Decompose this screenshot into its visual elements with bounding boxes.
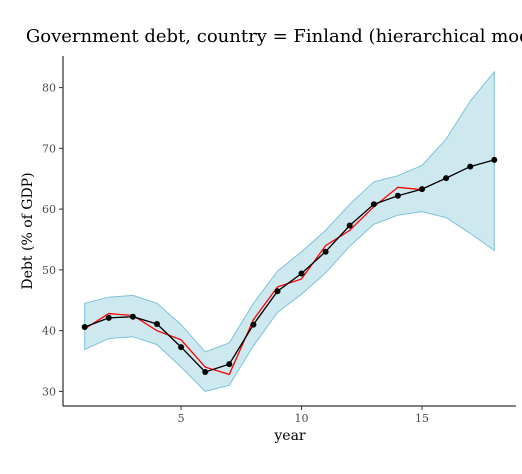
predicted-point: [491, 156, 498, 163]
predicted-point: [81, 324, 88, 330]
x-axis-label: year: [273, 428, 306, 444]
y-axis-ticks: 30 40 50 60 70 80: [42, 82, 63, 398]
predicted-point: [178, 344, 185, 351]
predicted-point: [250, 321, 257, 328]
observed-line: [84, 186, 423, 376]
predicted-point: [370, 201, 377, 208]
predicted-line: [84, 159, 495, 373]
predicted-point: [129, 313, 136, 320]
x-tick-label: 10: [295, 412, 309, 425]
predicted-point: [202, 369, 209, 375]
interval-band: [84, 70, 495, 392]
y-tick-label: 50: [42, 264, 56, 277]
predicted-point: [105, 314, 112, 321]
predicted-point: [346, 222, 353, 229]
predicted-point: [226, 361, 233, 368]
x-axis-ticks: 5 10 15: [178, 406, 429, 425]
y-tick-label: 40: [42, 325, 56, 338]
predicted-point: [443, 175, 450, 182]
y-tick-label: 60: [42, 203, 56, 216]
plot-area: [81, 70, 498, 392]
y-tick-label: 80: [42, 82, 56, 95]
y-tick-label: 70: [42, 142, 56, 155]
chart-title: Government debt, country = Finland (hier…: [26, 26, 522, 47]
predicted-point: [394, 192, 401, 199]
y-axis-label: Debt (% of GDP): [20, 172, 36, 289]
predicted-point: [274, 288, 281, 295]
predicted-point: [419, 186, 425, 193]
y-tick-label: 30: [42, 385, 56, 398]
predicted-point: [467, 163, 474, 170]
x-tick-label: 5: [178, 412, 185, 425]
x-tick-label: 15: [415, 412, 429, 425]
predicted-point: [154, 321, 160, 327]
predicted-point: [298, 270, 305, 277]
predicted-point: [322, 248, 329, 255]
